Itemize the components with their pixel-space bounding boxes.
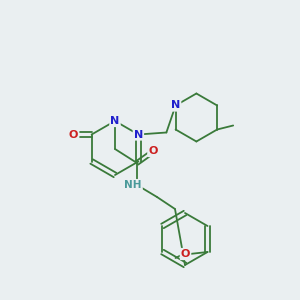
Text: N: N — [134, 130, 143, 140]
Text: O: O — [69, 130, 78, 140]
Text: NH: NH — [124, 180, 142, 190]
Text: N: N — [171, 100, 180, 110]
Text: O: O — [181, 249, 190, 259]
Text: N: N — [110, 116, 120, 126]
Text: O: O — [148, 146, 158, 156]
